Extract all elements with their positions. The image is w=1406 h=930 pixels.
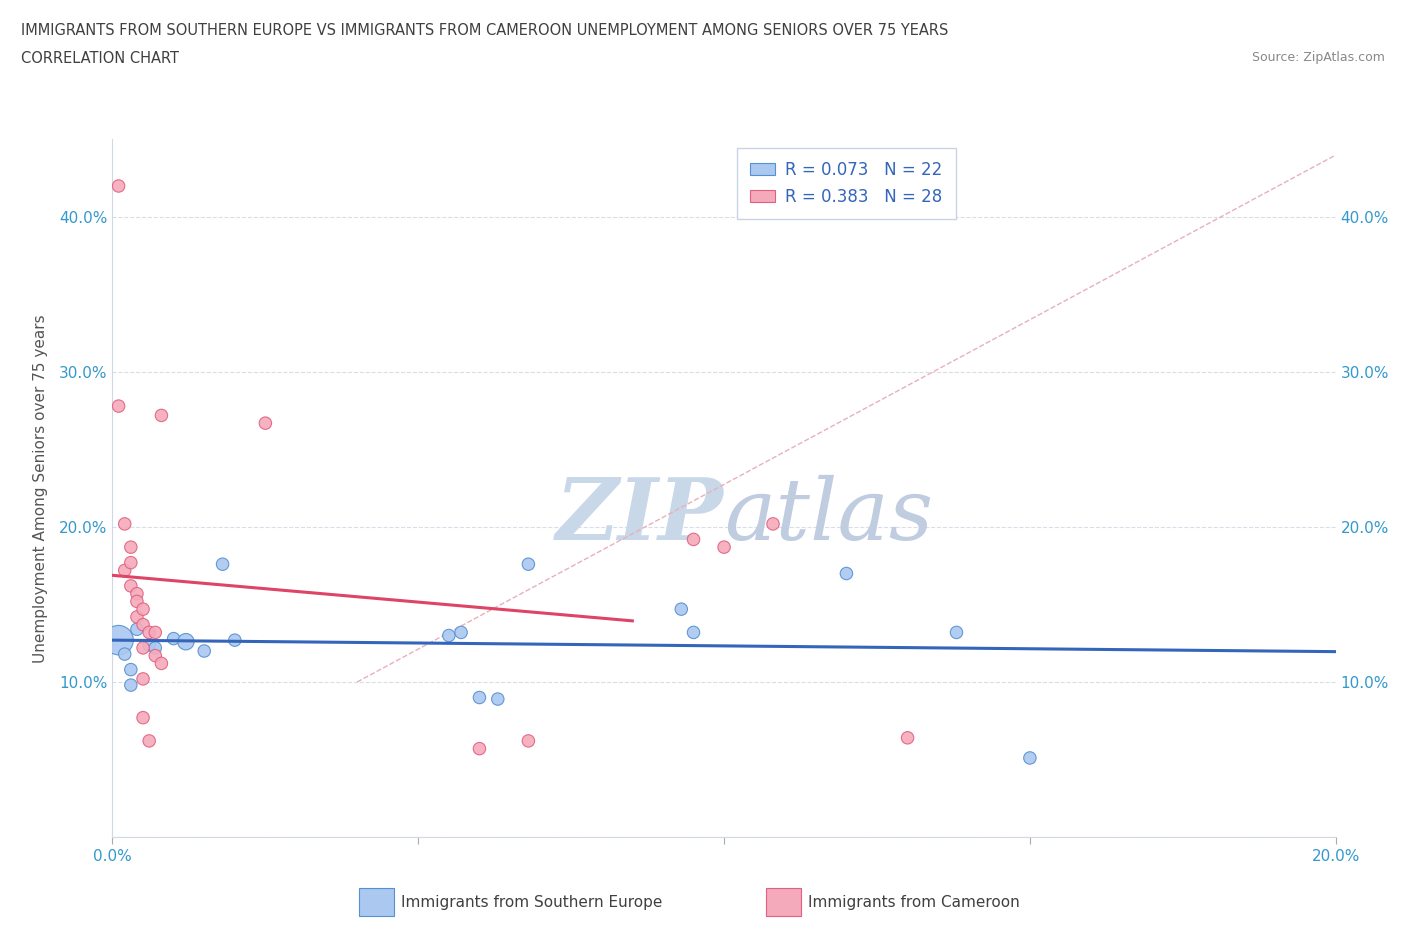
Point [125, 622, 148, 637]
Point [762, 516, 785, 531]
Point [120, 555, 142, 570]
Point [138, 637, 160, 652]
Point [835, 566, 858, 581]
Point [174, 634, 197, 649]
Point [224, 632, 246, 647]
Point [143, 648, 166, 663]
Point [125, 609, 148, 624]
Point [897, 730, 920, 745]
Text: IMMIGRANTS FROM SOUTHERN EUROPE VS IMMIGRANTS FROM CAMEROON UNEMPLOYMENT AMONG S: IMMIGRANTS FROM SOUTHERN EUROPE VS IMMIG… [21, 23, 949, 38]
Point [682, 532, 704, 547]
Y-axis label: Unemployment Among Seniors over 75 years: Unemployment Among Seniors over 75 years [32, 314, 48, 662]
Point [671, 602, 693, 617]
Point [132, 641, 155, 656]
Point [107, 399, 129, 414]
Point [132, 618, 155, 632]
Point [211, 557, 233, 572]
Point [193, 644, 215, 658]
Text: CORRELATION CHART: CORRELATION CHART [21, 51, 179, 66]
Point [132, 711, 155, 725]
Point [120, 678, 142, 693]
Point [682, 625, 704, 640]
Point [517, 734, 540, 749]
Point [468, 741, 491, 756]
Point [107, 632, 129, 647]
Legend: R = 0.073   N = 22, R = 0.383   N = 28: R = 0.073 N = 22, R = 0.383 N = 28 [737, 148, 956, 219]
Text: Immigrants from Cameroon: Immigrants from Cameroon [808, 895, 1021, 910]
Point [114, 563, 136, 578]
Point [437, 628, 460, 643]
Point [143, 625, 166, 640]
Point [120, 539, 142, 554]
Point [138, 734, 160, 749]
Text: ZIP: ZIP [557, 474, 724, 558]
Point [132, 602, 155, 617]
Point [486, 692, 509, 707]
Text: Source: ZipAtlas.com: Source: ZipAtlas.com [1251, 51, 1385, 64]
Point [163, 631, 186, 646]
Point [120, 578, 142, 593]
Point [1018, 751, 1040, 765]
Text: atlas: atlas [724, 475, 934, 557]
Point [945, 625, 967, 640]
Point [138, 625, 160, 640]
Point [114, 516, 136, 531]
Point [143, 641, 166, 656]
Point [468, 690, 491, 705]
Point [713, 539, 735, 554]
Point [517, 557, 540, 572]
Text: Immigrants from Southern Europe: Immigrants from Southern Europe [401, 895, 662, 910]
Point [132, 671, 155, 686]
Point [125, 594, 148, 609]
Point [450, 625, 472, 640]
Point [120, 662, 142, 677]
Point [150, 656, 173, 671]
Point [107, 179, 129, 193]
Point [125, 586, 148, 601]
Point [150, 408, 173, 423]
Point [254, 416, 277, 431]
Point [114, 646, 136, 661]
